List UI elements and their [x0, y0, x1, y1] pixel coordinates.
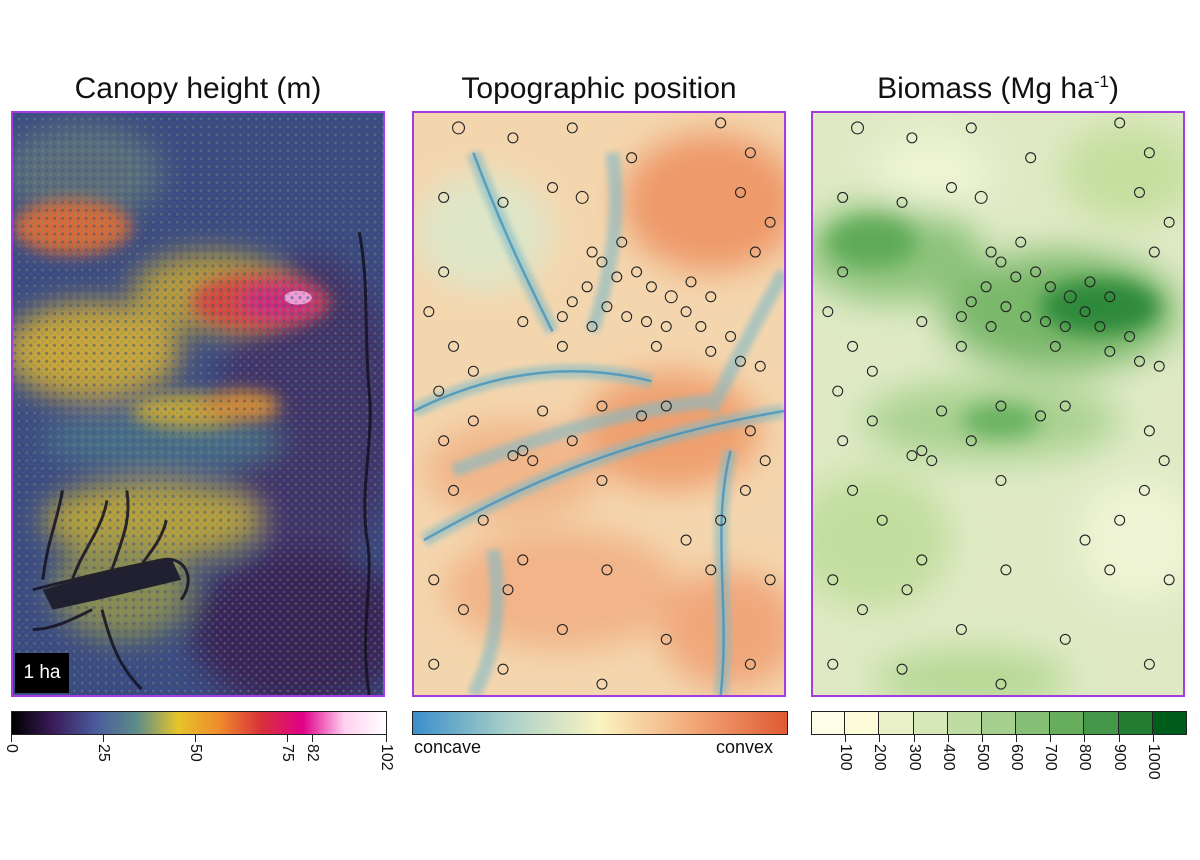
canopy-height-raster	[13, 113, 383, 695]
biomass-tick-mark	[1016, 735, 1018, 742]
scale-box-1ha: 1 ha	[15, 653, 69, 693]
biomass-tick-mark	[845, 735, 847, 742]
biomass-tick-mark	[981, 735, 983, 742]
biomass-tick-label: 1000	[1144, 744, 1162, 780]
biomass-color-step	[1118, 711, 1153, 735]
canopy-tick-label: 25	[94, 744, 112, 762]
canopy-tick-label: 50	[186, 744, 204, 762]
biomass-title-main: Biomass (Mg ha	[877, 72, 1094, 105]
biomass-tick-label: 800	[1076, 744, 1094, 771]
biomass-title-end: )	[1108, 72, 1119, 105]
concave-label: concave	[414, 737, 482, 757]
convex-label: convex	[716, 737, 774, 757]
canopy-height-colorbar	[11, 711, 387, 735]
biomass-color-step	[947, 711, 982, 735]
canopy-height-title: Canopy height (m)	[74, 72, 322, 105]
biomass-tick-mark	[1118, 735, 1120, 742]
biomass-color-step	[879, 711, 914, 735]
biomass-tick-label: 900	[1110, 744, 1128, 771]
canopy-tick-mark	[312, 735, 314, 742]
canopy-tick-mark	[11, 735, 12, 742]
biomass-map	[811, 111, 1185, 697]
biomass-tick-mark	[913, 735, 915, 742]
topographic-position-title: Topographic position	[461, 72, 737, 105]
biomass-colorbar	[811, 711, 1187, 735]
canopy-tick-mark	[194, 735, 196, 742]
biomass-title-sup: -1	[1093, 72, 1109, 91]
topographic-position-colorbar	[412, 711, 788, 735]
biomass-tick-label: 100	[837, 744, 855, 771]
canopy-tick-label: 102	[378, 744, 395, 771]
biomass-tick-mark	[1084, 735, 1086, 742]
biomass-tick-mark	[1152, 735, 1154, 742]
biomass-color-step	[981, 711, 1017, 735]
biomass-tick-mark	[879, 735, 881, 742]
biomass-color-step	[1050, 711, 1085, 735]
canopy-tick-label: 82	[304, 744, 322, 762]
canopy-tick-mark	[386, 735, 387, 742]
biomass-tick-label: 600	[1008, 744, 1026, 771]
biomass-tick-mark	[947, 735, 949, 742]
canopy-height-map: 1 ha	[11, 111, 385, 697]
biomass-color-step	[1152, 711, 1187, 735]
biomass-tick-label: 500	[973, 744, 991, 771]
biomass-color-step	[1016, 711, 1051, 735]
biomass-tick-label: 200	[871, 744, 889, 771]
biomass-tick-mark	[1050, 735, 1052, 742]
canopy-tick-label: 0	[3, 744, 20, 753]
biomass-title: Biomass (Mg ha-1)	[811, 72, 1185, 106]
canopy-tick-label: 75	[278, 744, 296, 762]
topographic-position-map	[412, 111, 786, 697]
canopy-tick-mark	[286, 735, 288, 742]
biomass-tick-label: 700	[1042, 744, 1060, 771]
biomass-color-step	[811, 711, 846, 735]
biomass-tick-label: 400	[939, 744, 957, 771]
biomass-raster	[813, 113, 1183, 695]
biomass-color-step	[1084, 711, 1119, 735]
biomass-color-step	[913, 711, 948, 735]
biomass-tick-label: 300	[905, 744, 923, 771]
topographic-position-raster	[414, 113, 784, 695]
biomass-color-step	[845, 711, 880, 735]
canopy-tick-mark	[102, 735, 104, 742]
